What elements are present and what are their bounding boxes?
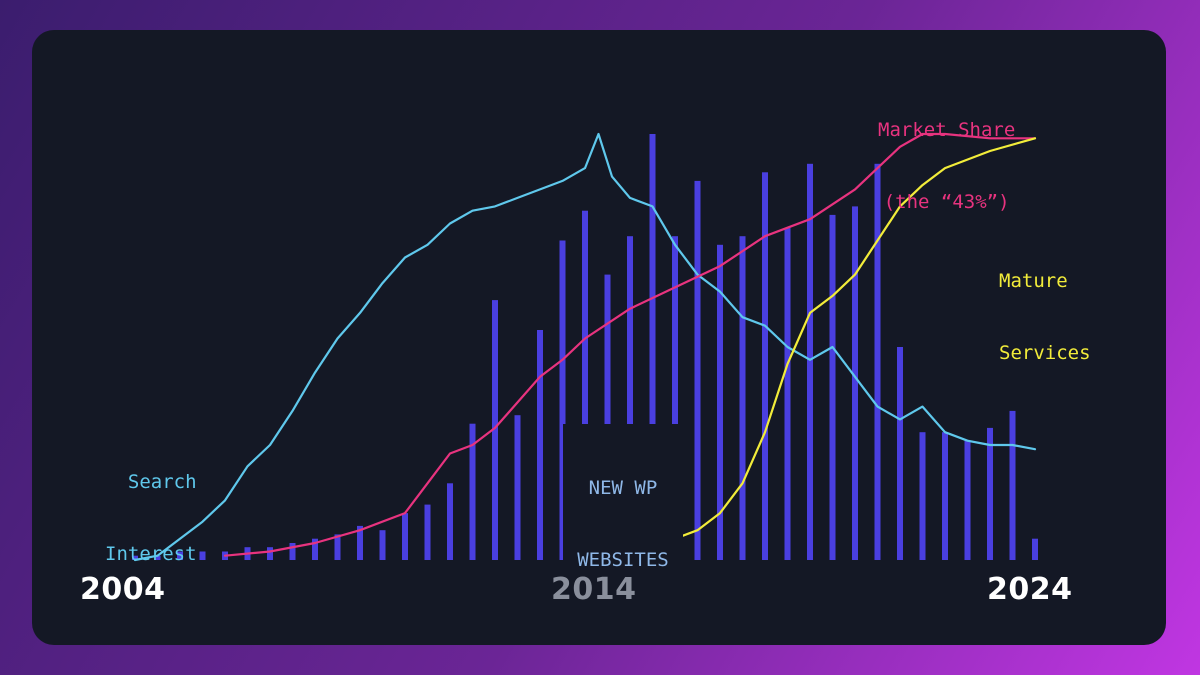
wp-bar [1032,538,1038,560]
search-interest-label: Search Interest [105,422,197,614]
wp-bar [964,440,971,560]
bar-series [132,134,1038,561]
wp-bar [537,330,543,560]
wp-bar [919,432,926,560]
x-tick-label-start: 2004 [80,572,166,607]
x-tick-label-mid: 2014 [551,572,637,607]
wp-bar [942,432,948,560]
x-tick-label-end: 2024 [987,572,1073,607]
wp-bar [154,555,161,560]
wp-bar [379,530,386,560]
wp-bar [829,214,836,560]
wp-bar [447,483,453,560]
market-share-line [223,132,1037,557]
search-interest-label-line1: Search [127,471,197,493]
wp-bar [132,555,138,560]
wp-bar [784,227,791,560]
wp-bar [672,236,678,560]
wp-bar [334,534,341,560]
wp-bar [267,547,273,560]
chart [132,132,1038,562]
wp-bar [469,423,476,560]
new-wp-label: NEW WP WEBSITES [563,424,683,624]
wp-bar [604,274,611,560]
wp-bar [312,538,318,560]
mature-services-line [628,137,1037,562]
wp-bar [762,172,768,561]
wp-bar [289,543,296,560]
mature-services-label: Mature Services [999,221,1091,413]
market-share-label: Market Share (the “43%”) [878,70,1015,262]
wp-bar [1009,410,1016,560]
line-series [133,132,1037,562]
market-share-label-line1: Market Share [878,119,1016,141]
wp-bar [807,163,813,561]
wp-bar [492,300,498,560]
chart-card: Search Interest NEW WP WEBSITES Market S… [32,30,1166,645]
new-wp-label-line1: NEW WP [588,477,658,499]
wp-bar [559,240,566,560]
wp-bar [514,415,521,560]
wp-bar [874,163,881,561]
wp-bar [897,347,903,560]
search-interest-label-line2: Interest [105,543,197,565]
wp-bar [649,134,656,560]
wp-bar [582,210,588,560]
wp-bar [987,427,993,560]
search-interest-line [133,132,1037,562]
market-share-label-line2: (the “43%”) [883,191,1010,213]
wp-bar [424,504,431,560]
wp-bar [694,180,701,560]
wp-bar [357,525,363,560]
wp-bar [852,206,858,560]
wp-bar [627,236,633,560]
mature-services-label-line2: Services [999,342,1091,364]
wp-bar [739,236,746,560]
new-wp-label-line2: WEBSITES [577,549,669,571]
mature-services-label-line1: Mature [999,270,1068,292]
wp-bar [717,244,723,561]
wp-bar [402,513,408,560]
wp-bar [177,551,183,560]
wp-bar [199,551,206,560]
